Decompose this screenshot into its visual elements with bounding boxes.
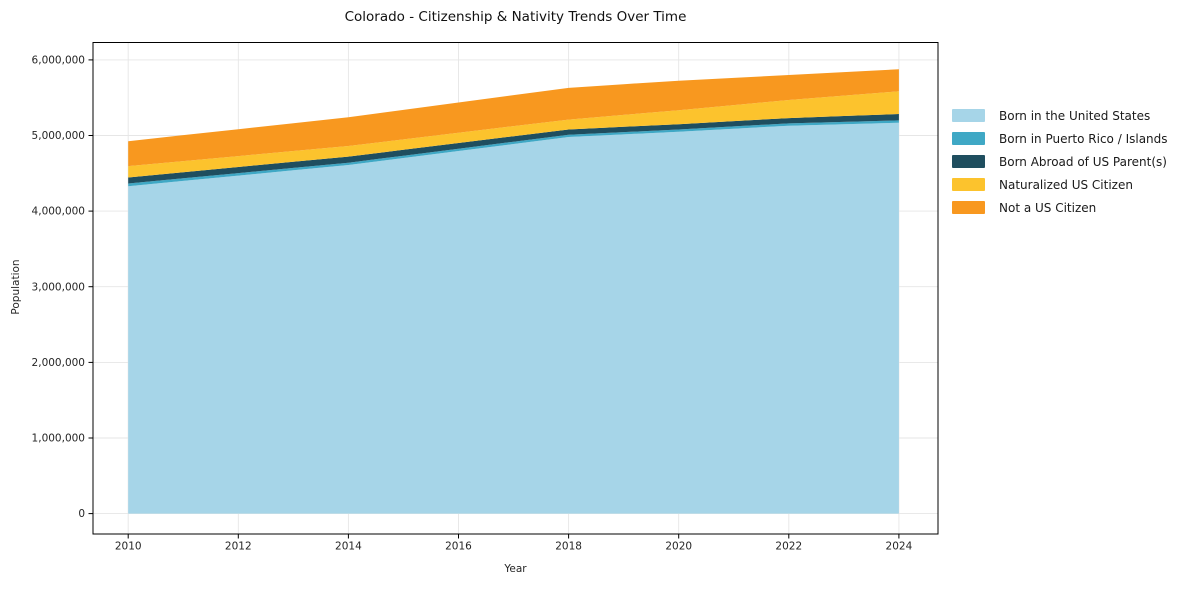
x-tick-label: 2016	[445, 541, 472, 553]
area-not-a-us-citizen	[128, 69, 899, 167]
legend-item: Not a US Citizen	[952, 196, 1168, 219]
chart-title: Colorado - Citizenship & Nativity Trends…	[344, 9, 687, 25]
y-tick-label: 4,000,000	[32, 206, 85, 218]
legend-label: Born in Puerto Rico / Islands	[999, 131, 1168, 146]
legend-swatch-not-citizen	[952, 201, 985, 214]
legend: Born in the United States Born in Puerto…	[952, 104, 1168, 219]
legend-label: Born Abroad of US Parent(s)	[999, 154, 1167, 169]
x-tick-label: 2012	[225, 541, 252, 553]
area-naturalized-us-citizen	[128, 91, 899, 178]
legend-swatch-puerto-rico-islands	[952, 132, 985, 145]
legend-item: Naturalized US Citizen	[952, 173, 1168, 196]
legend-label: Born in the United States	[999, 108, 1151, 123]
legend-swatch-born-in-us	[952, 109, 985, 122]
axes-border	[92, 42, 939, 535]
legend-label: Not a US Citizen	[999, 200, 1097, 215]
x-axis-label: Year	[504, 563, 527, 575]
legend-swatch-born-abroad	[952, 155, 985, 168]
y-tick-label: 1,000,000	[32, 433, 85, 445]
legend-item: Born in the United States	[952, 104, 1168, 127]
x-tick-label: 2020	[665, 541, 692, 553]
y-tick-label: 2,000,000	[32, 357, 85, 369]
area-born-in-the-united-states	[128, 122, 899, 514]
legend-item: Born Abroad of US Parent(s)	[952, 150, 1168, 173]
y-tick-label: 3,000,000	[32, 281, 85, 293]
legend-swatch-naturalized	[952, 178, 985, 191]
legend-label: Naturalized US Citizen	[999, 177, 1133, 192]
legend-item: Born in Puerto Rico / Islands	[952, 127, 1168, 150]
x-tick-label: 2014	[335, 541, 362, 553]
y-axis-label: Population	[10, 259, 22, 315]
y-tick-label: 0	[78, 508, 85, 520]
x-tick-label: 2010	[115, 541, 142, 553]
x-tick-label: 2022	[775, 541, 802, 553]
y-tick-label: 6,000,000	[32, 55, 85, 67]
area-born-abroad-of-us-parent-s	[128, 114, 899, 184]
x-tick-label: 2018	[555, 541, 582, 553]
y-tick-label: 5,000,000	[32, 130, 85, 142]
x-tick-label: 2024	[886, 541, 913, 553]
